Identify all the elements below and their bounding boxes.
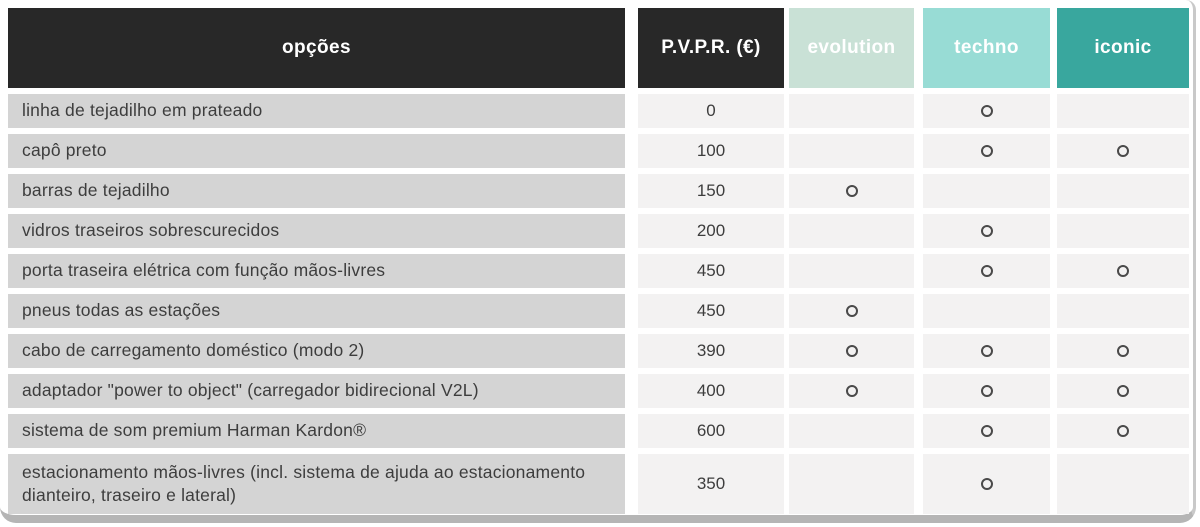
iconic-mark-cell: [1057, 374, 1189, 408]
price-value: 450: [638, 254, 784, 288]
option-label: barras de tejadilho: [8, 174, 625, 208]
evolution-mark-cell: [789, 454, 914, 514]
table-header-row: opções P.V.P.R. (€) evolution techno ico…: [8, 8, 1189, 88]
included-mark-icon: [980, 425, 993, 437]
iconic-mark-cell: [1057, 134, 1189, 168]
included-mark-icon: [980, 145, 993, 157]
included-mark-icon: [845, 385, 858, 397]
included-mark-icon: [1117, 145, 1129, 157]
included-mark-icon: [980, 385, 993, 397]
price-value: 400: [638, 374, 784, 408]
included-mark-icon: [845, 305, 858, 317]
techno-mark-cell: [923, 334, 1050, 368]
included-mark-icon: [980, 345, 993, 357]
table-row: estacionamento mãos-livres (incl. sistem…: [8, 454, 1189, 514]
price-value: 450: [638, 294, 784, 328]
techno-mark-cell: [923, 174, 1050, 208]
evolution-mark-cell: [789, 134, 914, 168]
iconic-mark-cell: [1057, 334, 1189, 368]
option-label: porta traseira elétrica com função mãos-…: [8, 254, 625, 288]
included-mark-icon: [1117, 425, 1129, 437]
iconic-mark-cell: [1057, 214, 1189, 248]
table-body: linha de tejadilho em prateado 0 capô pr…: [8, 94, 1189, 514]
included-mark-icon: [980, 105, 993, 117]
iconic-mark-cell: [1057, 94, 1189, 128]
included-mark-icon: [1117, 385, 1129, 397]
option-label: sistema de som premium Harman Kardon®: [8, 414, 625, 448]
table-row: barras de tejadilho 150: [8, 174, 1189, 208]
iconic-mark-cell: [1057, 174, 1189, 208]
table-row: linha de tejadilho em prateado 0: [8, 94, 1189, 128]
included-mark-icon: [1117, 345, 1129, 357]
included-mark-icon: [845, 185, 858, 197]
column-header-techno: techno: [923, 8, 1050, 88]
evolution-mark-cell: [789, 94, 914, 128]
table-row: cabo de carregamento doméstico (modo 2) …: [8, 334, 1189, 368]
price-value: 150: [638, 174, 784, 208]
table-row: porta traseira elétrica com função mãos-…: [8, 254, 1189, 288]
techno-mark-cell: [923, 454, 1050, 514]
techno-mark-cell: [923, 374, 1050, 408]
techno-mark-cell: [923, 414, 1050, 448]
evolution-mark-cell: [789, 374, 914, 408]
iconic-mark-cell: [1057, 454, 1189, 514]
table-row: sistema de som premium Harman Kardon® 60…: [8, 414, 1189, 448]
techno-mark-cell: [923, 254, 1050, 288]
evolution-mark-cell: [789, 214, 914, 248]
techno-mark-cell: [923, 214, 1050, 248]
option-label: cabo de carregamento doméstico (modo 2): [8, 334, 625, 368]
column-header-iconic: iconic: [1057, 8, 1189, 88]
price-value: 390: [638, 334, 784, 368]
included-mark-icon: [845, 345, 858, 357]
price-value: 0: [638, 94, 784, 128]
techno-mark-cell: [923, 294, 1050, 328]
techno-mark-cell: [923, 94, 1050, 128]
price-value: 600: [638, 414, 784, 448]
price-value: 200: [638, 214, 784, 248]
table-row: adaptador "power to object" (carregador …: [8, 374, 1189, 408]
column-header-evolution: evolution: [789, 8, 914, 88]
option-label: pneus todas as estações: [8, 294, 625, 328]
evolution-mark-cell: [789, 334, 914, 368]
option-label: capô preto: [8, 134, 625, 168]
table-row: pneus todas as estações 450: [8, 294, 1189, 328]
evolution-mark-cell: [789, 254, 914, 288]
included-mark-icon: [1117, 265, 1129, 277]
included-mark-icon: [980, 478, 993, 490]
option-label: linha de tejadilho em prateado: [8, 94, 625, 128]
evolution-mark-cell: [789, 174, 914, 208]
table-row: vidros traseiros sobrescurecidos 200: [8, 214, 1189, 248]
included-mark-icon: [980, 225, 993, 237]
table-row: capô preto 100: [8, 134, 1189, 168]
options-price-table: opções P.V.P.R. (€) evolution techno ico…: [8, 8, 1189, 520]
option-label: vidros traseiros sobrescurecidos: [8, 214, 625, 248]
column-header-options: opções: [8, 8, 625, 88]
evolution-mark-cell: [789, 294, 914, 328]
iconic-mark-cell: [1057, 254, 1189, 288]
iconic-mark-cell: [1057, 294, 1189, 328]
techno-mark-cell: [923, 134, 1050, 168]
price-value: 100: [638, 134, 784, 168]
column-header-pvpr: P.V.P.R. (€): [638, 8, 784, 88]
evolution-mark-cell: [789, 414, 914, 448]
price-value: 350: [638, 454, 784, 514]
option-label: estacionamento mãos-livres (incl. sistem…: [8, 454, 625, 514]
included-mark-icon: [980, 265, 993, 277]
option-label: adaptador "power to object" (carregador …: [8, 374, 625, 408]
iconic-mark-cell: [1057, 414, 1189, 448]
